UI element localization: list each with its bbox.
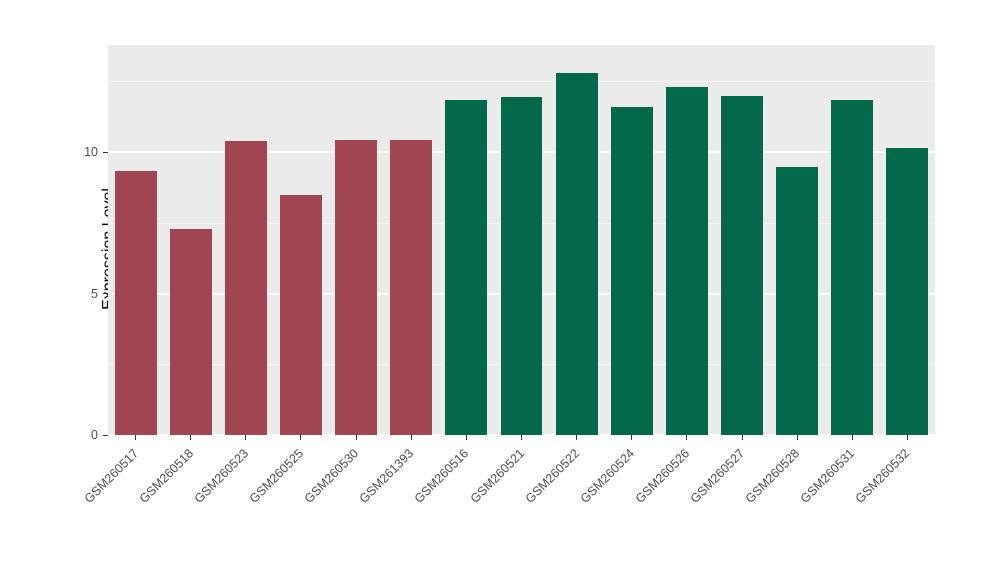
bar-GSM260524 <box>610 107 653 435</box>
bar-GSM260528 <box>776 166 819 435</box>
x-tick-mark-GSM261393 <box>410 435 412 440</box>
bar-GSM260530 <box>335 139 378 435</box>
bar-GSM260517 <box>114 170 157 435</box>
bar-GSM260526 <box>665 87 708 435</box>
gridline-minor-y-12.5 <box>108 81 935 83</box>
x-tick-mark-GSM260521 <box>521 435 522 440</box>
x-tick-mark-GSM260531 <box>851 435 853 440</box>
x-tick-mark-GSM260523 <box>245 435 247 440</box>
bar-GSM260521 <box>500 97 543 435</box>
y-tick-label-10: 10 <box>84 145 98 160</box>
plot-panel <box>108 45 935 436</box>
bar-GSM261393 <box>390 139 433 435</box>
x-tick-mark-GSM260517 <box>135 435 137 440</box>
x-tick-mark-GSM260532 <box>906 435 908 440</box>
x-tick-mark-GSM260518 <box>190 435 192 440</box>
bar-GSM260525 <box>280 194 322 435</box>
bar-GSM260527 <box>721 95 763 435</box>
bar-GSM260518 <box>169 228 212 435</box>
x-tick-mark-GSM260524 <box>631 435 633 440</box>
x-tick-mark-GSM260522 <box>576 435 578 440</box>
y-tick-mark-5 <box>103 293 108 295</box>
x-tick-mark-GSM260530 <box>355 435 357 440</box>
y-tick-mark-0 <box>103 434 108 436</box>
x-tick-mark-GSM260528 <box>796 435 798 440</box>
bar-GSM260531 <box>831 100 874 435</box>
bar-GSM260532 <box>886 148 929 435</box>
bar-GSM260523 <box>224 141 267 435</box>
x-tick-mark-GSM260525 <box>300 435 302 440</box>
x-tick-mark-GSM260527 <box>741 435 743 440</box>
x-tick-mark-GSM260516 <box>465 435 467 440</box>
bar-GSM260522 <box>555 73 598 435</box>
y-tick-label-5: 5 <box>91 286 98 301</box>
x-tick-mark-GSM260526 <box>686 435 688 440</box>
bar-GSM260516 <box>445 100 488 435</box>
y-tick-mark-10 <box>103 151 108 153</box>
y-tick-label-0: 0 <box>91 428 98 442</box>
